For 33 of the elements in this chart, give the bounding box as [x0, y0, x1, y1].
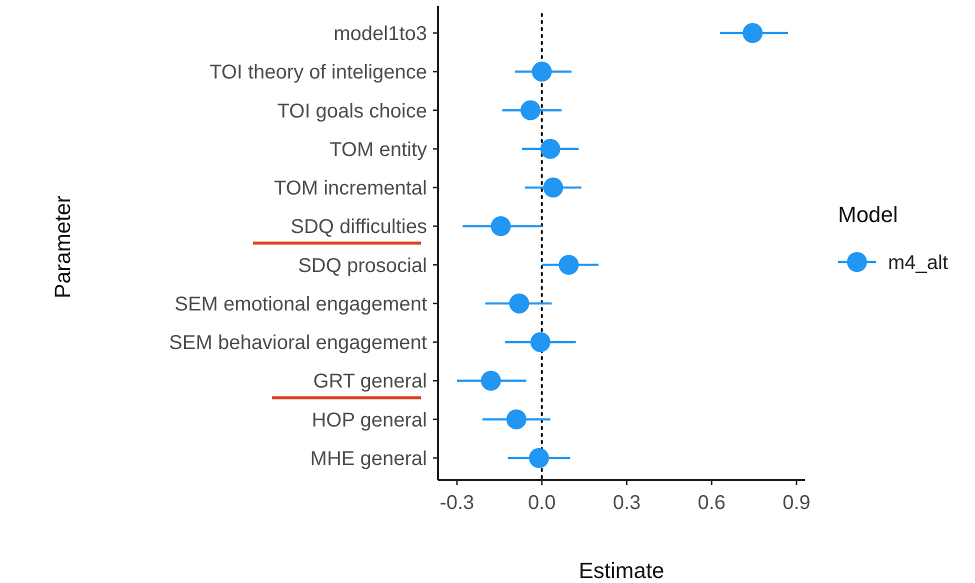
y-tick-label: GRT general — [313, 370, 427, 393]
point — [480, 370, 501, 391]
y-tick-label: TOI theory of inteligence — [209, 62, 427, 84]
y-tick-label: TOM incremental — [274, 178, 427, 200]
x-axis-title: Estimate — [578, 558, 664, 583]
y-tick-label: TOI goals choice — [277, 100, 427, 122]
y-tick-label: MHE general — [310, 448, 427, 470]
point — [530, 332, 550, 352]
point — [506, 409, 526, 430]
y-tick-label: SEM emotional engagement — [174, 293, 428, 316]
point — [558, 254, 579, 275]
y-tick-label: SDQ prosocial — [298, 254, 427, 277]
x-tick-label: 0.3 — [612, 492, 641, 514]
y-tick-label: SEM behavioral engagement — [169, 332, 428, 354]
x-tick-label: 0.9 — [782, 492, 810, 514]
y-tick-label: HOP general — [312, 409, 427, 432]
point — [532, 62, 552, 82]
point — [529, 448, 550, 468]
legend-title: Model — [838, 202, 898, 227]
y-tick-label: model1to3 — [334, 23, 427, 45]
point — [742, 23, 763, 43]
legend-label: m4_alt — [888, 252, 948, 274]
x-tick-label: 0.0 — [528, 492, 556, 514]
point — [490, 216, 511, 236]
y-axis-title: Parameter — [50, 196, 75, 298]
x-tick-label: 0.6 — [698, 492, 726, 514]
y-tick-label: SDQ difficulties — [290, 216, 427, 238]
x-tick-label: -0.3 — [440, 492, 474, 514]
point — [540, 138, 560, 159]
y-tick-label: TOM entity — [330, 138, 427, 161]
point — [520, 100, 541, 120]
point — [509, 293, 530, 314]
point — [543, 178, 564, 198]
